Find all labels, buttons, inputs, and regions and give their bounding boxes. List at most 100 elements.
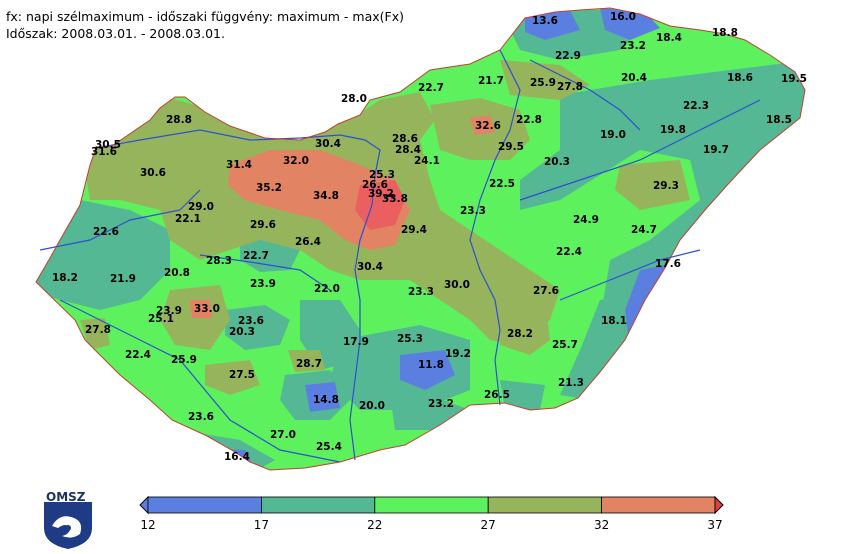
- legend-bin: [260, 496, 376, 514]
- station-value: 26.6: [362, 179, 388, 191]
- station-value: 22.4: [556, 246, 582, 258]
- legend-tick-label: 32: [594, 518, 609, 532]
- station-value: 22.0: [314, 283, 340, 295]
- station-value: 21.7: [478, 75, 504, 87]
- station-value: 26.5: [484, 389, 510, 401]
- station-value: 28.7: [296, 358, 322, 370]
- station-value: 23.3: [408, 286, 434, 298]
- station-value: 29.5: [498, 141, 524, 153]
- station-value: 22.1: [175, 213, 201, 225]
- station-value: 28.2: [507, 328, 533, 340]
- station-value: 23.9: [250, 278, 276, 290]
- station-value: 27.0: [270, 429, 296, 441]
- station-value: 22.3: [683, 100, 709, 112]
- river-raba: [39, 189, 201, 251]
- river-duna: [95, 129, 381, 461]
- station-value: 25.9: [530, 77, 556, 89]
- map-header: fx: napi szélmaximum - időszaki függvény…: [6, 8, 404, 42]
- station-value: 22.9: [555, 50, 581, 62]
- station-value: 39.2: [368, 188, 394, 200]
- river-sajo: [529, 59, 641, 131]
- station-value: 29.3: [653, 180, 679, 192]
- station-value: 34.8: [313, 190, 339, 202]
- station-value: 18.6: [727, 72, 753, 84]
- legend-bin: [374, 496, 489, 514]
- legend-colorbar: 12 17 22 27 32 37: [139, 495, 724, 532]
- station-value: 31.4: [226, 159, 252, 171]
- map-function-title: fx: napi szélmaximum - időszaki függvény…: [6, 9, 404, 24]
- station-value: 23.6: [238, 315, 264, 327]
- legend-tick-label: 37: [707, 518, 722, 532]
- station-value: 30.6: [140, 167, 166, 179]
- station-value: 35.2: [256, 182, 282, 194]
- station-value: 30.5: [95, 139, 121, 151]
- station-value: 18.8: [712, 27, 738, 39]
- station-value: 21.9: [110, 273, 136, 285]
- station-value: 27.8: [557, 81, 583, 93]
- station-value: 24.1: [414, 155, 440, 167]
- station-value: 30.4: [357, 261, 383, 273]
- station-value: 33.8: [382, 193, 408, 205]
- legend-tick-label: 17: [254, 518, 269, 532]
- station-value: 23.3: [460, 205, 486, 217]
- station-value: 30.0: [444, 279, 470, 291]
- legend-high-arrow: [714, 495, 724, 515]
- station-value: 24.7: [631, 224, 657, 236]
- river-koros: [519, 99, 761, 201]
- station-value: 19.5: [781, 73, 807, 85]
- station-value: 23.6: [188, 411, 214, 423]
- station-value: 22.7: [418, 82, 444, 94]
- station-value: 17.9: [343, 336, 369, 348]
- station-value: 29.4: [401, 224, 427, 236]
- river-sio: [199, 254, 331, 291]
- legend-bin: [601, 496, 716, 514]
- omsz-logo-icon: [44, 502, 92, 549]
- station-value: 16.0: [610, 11, 636, 23]
- station-value: 19.2: [445, 348, 471, 360]
- station-value: 29.6: [250, 219, 276, 231]
- station-value: 25.3: [369, 169, 395, 181]
- station-value: 22.7: [243, 250, 269, 262]
- station-value: 22.6: [93, 226, 119, 238]
- station-value: 24.9: [573, 214, 599, 226]
- river-drava: [59, 299, 341, 463]
- station-value: 28.3: [206, 255, 232, 267]
- station-value: 25.7: [552, 339, 578, 351]
- station-value: 21.3: [558, 377, 584, 389]
- station-value: 16.4: [224, 451, 250, 463]
- station-value: 20.8: [164, 267, 190, 279]
- station-value: 19.7: [703, 144, 729, 156]
- station-value: 28.4: [395, 144, 421, 156]
- station-value: 14.8: [313, 394, 339, 406]
- station-value: 20.3: [544, 156, 570, 168]
- station-value: 25.4: [316, 441, 342, 453]
- station-labels: 13.6 16.0 18.4 18.8 22.9 23.2 20.4 18.6 19.5 22.7…: [52, 11, 807, 463]
- station-value: 29.0: [188, 201, 214, 213]
- station-value: 28.8: [166, 114, 192, 126]
- station-value: 27.5: [229, 369, 255, 381]
- station-value: 32.0: [283, 155, 309, 167]
- station-value: 33.0: [194, 303, 220, 315]
- station-value: 31.6: [91, 146, 117, 158]
- station-value: 23.2: [620, 40, 646, 52]
- station-value: 28.0: [341, 93, 367, 105]
- station-value: 20.0: [359, 400, 385, 412]
- station-value: 22.4: [125, 349, 151, 361]
- station-value: 20.4: [621, 72, 647, 84]
- station-value: 13.6: [532, 15, 558, 27]
- station-value: 25.9: [171, 354, 197, 366]
- station-value: 22.8: [516, 114, 542, 126]
- station-value: 26.4: [295, 236, 321, 248]
- station-value: 18.1: [601, 315, 627, 327]
- station-value: 23.2: [428, 398, 454, 410]
- station-value: 30.4: [315, 138, 341, 150]
- rivers: [39, 49, 761, 463]
- map-period: Időszak: 2008.03.01. - 2008.03.01.: [6, 26, 225, 41]
- legend-tick-label: 27: [481, 518, 496, 532]
- station-value: 19.0: [600, 129, 626, 141]
- legend-bin: [147, 496, 262, 514]
- station-value: 22.5: [489, 178, 515, 190]
- station-value: 11.8: [418, 359, 444, 371]
- station-value: 23.9: [156, 305, 182, 317]
